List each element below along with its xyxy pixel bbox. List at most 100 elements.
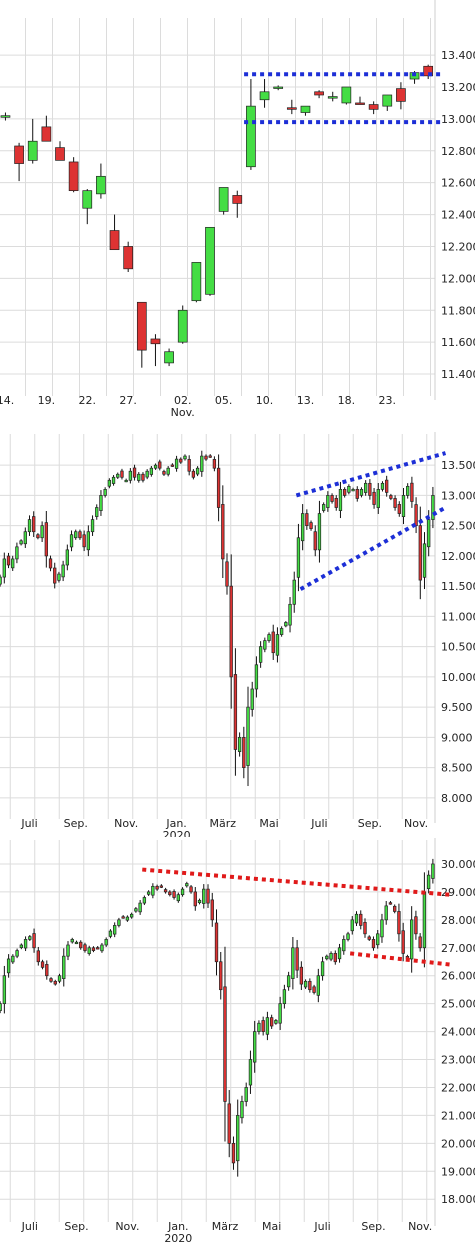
candle-up [274, 1020, 278, 1024]
y-tick-label: 9.000 [441, 731, 473, 744]
candle-up [151, 885, 155, 896]
candle-up [27, 140, 38, 161]
candle-down [225, 561, 229, 587]
candle-down [14, 145, 24, 164]
candle-up [15, 950, 19, 957]
candle-down [232, 195, 243, 204]
candle-up [265, 1017, 270, 1035]
candle-up [90, 519, 95, 533]
candle-up [326, 495, 330, 508]
candle-up [380, 919, 384, 938]
candle-up [137, 473, 141, 481]
x-tick-label: 2020 [164, 1232, 192, 1245]
chart-3-candles [0, 858, 435, 1177]
y-tick-label: 20.000 [441, 1137, 475, 1150]
x-tick-label: 2020 [163, 829, 191, 837]
candle-up [303, 980, 308, 988]
candle-down [49, 978, 53, 982]
candle-down [388, 902, 393, 905]
candle-down [401, 930, 405, 954]
chart-3-candlestick: 30.000 29.000 28.000 27.000 26.000 25.000 24.0… [0, 838, 475, 1245]
candle-up [134, 908, 138, 912]
candle-down [418, 525, 422, 581]
candle-up [250, 688, 254, 710]
candle-down [229, 585, 233, 678]
candle-down [309, 522, 313, 530]
x-tick-label: Sep. [64, 817, 88, 830]
candle-down [214, 922, 219, 963]
candle-down [223, 986, 227, 1102]
candle-up [65, 549, 69, 566]
candle-up [346, 933, 350, 940]
candle-down [193, 891, 197, 907]
candle-up [296, 537, 301, 578]
x-tick-label: Jan. [165, 817, 186, 830]
candle-up [376, 489, 380, 508]
candle-up [113, 925, 117, 935]
candle-up [116, 473, 120, 478]
candle-up [205, 226, 215, 295]
candle-down [170, 464, 175, 467]
candle-up [164, 351, 174, 364]
candle-up [350, 919, 354, 932]
y-tick-label: 13.000 [441, 113, 475, 126]
candle-up [27, 519, 32, 533]
y-tick-label: 13.000 [441, 489, 475, 502]
x-tick-label: 18. [338, 394, 356, 407]
candle-down [44, 522, 48, 557]
x-tick-label: 19. [38, 394, 56, 407]
x-tick-label: März [210, 817, 237, 830]
y-tick-label: 30.000 [441, 858, 475, 871]
candle-up [202, 888, 206, 904]
candle-up [426, 874, 431, 890]
candle-up [149, 467, 154, 475]
candle-up [278, 1003, 282, 1024]
candle-down [397, 504, 401, 514]
candle-up [240, 1101, 244, 1119]
candle-down [418, 936, 422, 949]
candle-up [337, 947, 342, 960]
candle-up [338, 489, 343, 511]
candle-up [273, 86, 284, 89]
candle-up [11, 955, 15, 963]
candle-down [261, 1020, 265, 1032]
candle-up [376, 933, 380, 946]
blue-trend-line [299, 505, 447, 591]
candle-down [242, 737, 246, 768]
candle-up [66, 944, 70, 957]
y-tick-label: 13.400 [441, 49, 475, 62]
x-tick-label: Juli [310, 817, 327, 830]
candle-up [95, 507, 99, 517]
candle-up [107, 479, 112, 487]
candle-up [177, 309, 188, 343]
candle-up [11, 558, 15, 569]
x-tick-label: Sep. [358, 817, 382, 830]
x-tick-label: 13. [297, 394, 315, 407]
candle-down [216, 467, 221, 508]
candle-up [401, 495, 406, 517]
candle-down [396, 88, 406, 102]
y-tick-label: 12.800 [441, 145, 475, 158]
candle-up [384, 905, 388, 921]
candle-up [236, 1115, 240, 1162]
candle-up [191, 262, 202, 302]
candle-up [218, 187, 229, 212]
x-tick-label: 10. [256, 394, 274, 407]
x-tick-label: Nov. [408, 1220, 432, 1233]
y-tick-label: 11.500 [441, 580, 475, 593]
candle-up [117, 919, 121, 926]
y-tick-label: 26.000 [441, 970, 475, 983]
candle-down [271, 631, 275, 654]
candle-down [206, 888, 210, 904]
y-tick-label: 23.000 [441, 1054, 475, 1067]
candle-up [300, 513, 305, 542]
red-trend-line [142, 867, 451, 897]
candle-down [132, 467, 137, 478]
y-tick-label: 27.000 [441, 942, 475, 955]
candle-up [74, 531, 78, 539]
candle-down [91, 947, 96, 951]
candle-down [150, 338, 161, 345]
candle-up [291, 947, 295, 979]
y-tick-label: 11.000 [441, 610, 475, 623]
x-tick-label: Jan. [167, 1220, 188, 1233]
